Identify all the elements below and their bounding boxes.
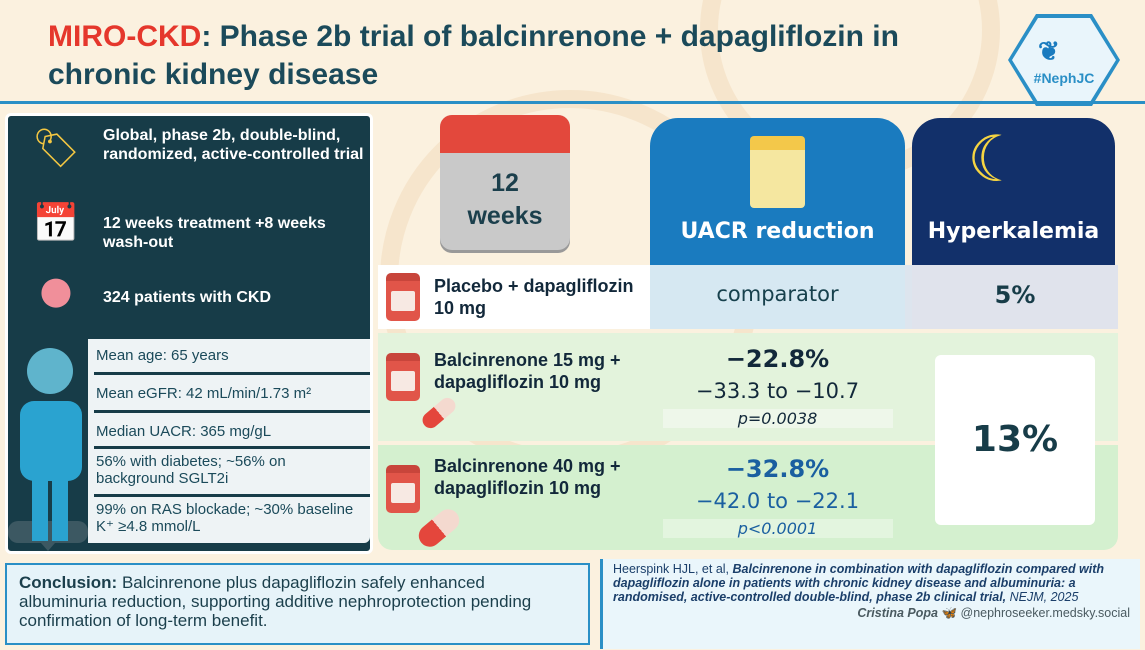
hyperkalemia-column-header: ☾ Hyperkalemia <box>912 118 1115 266</box>
p-value: p=0.0038 <box>662 409 893 428</box>
divider <box>94 410 370 413</box>
confidence-interval: −42.0 to −22.1 <box>695 489 860 513</box>
pill-icon <box>414 504 464 552</box>
social-handle[interactable]: @nephroseeker.medsky.social <box>960 606 1130 620</box>
author-name: Cristina Popa <box>857 606 938 620</box>
calendar-clock-icon: 📅 <box>32 201 80 245</box>
urine-cup-icon <box>750 136 805 208</box>
credit: Cristina Popa 🦋 @nephroseeker.medsky.soc… <box>613 606 1130 621</box>
baseline-item: 56% with diabetes; ~56% on background SG… <box>96 453 286 487</box>
citation-box: Heerspink HJL, et al, Balcinrenone in co… <box>600 559 1140 649</box>
kidney-icon: ❦ <box>1038 36 1060 66</box>
design-item: 12 weeks treatment +8 weeks wash-out <box>103 215 326 251</box>
uacr-value: −32.8% <box>725 455 830 483</box>
citation-authors: Heerspink HJL, et al, <box>613 562 733 576</box>
hyperkalemia-value: 13% <box>935 355 1095 525</box>
divider <box>94 446 370 449</box>
person-icon <box>8 348 88 551</box>
medicine-bottle-icon <box>386 273 420 321</box>
baseline-item: Median UACR: 365 mg/gL <box>96 423 272 440</box>
calendar-icon: 12 weeks <box>440 115 570 250</box>
logo-text: #NephJC <box>1033 70 1095 86</box>
baseline-item: 99% on RAS blockade; ~30% baseline K⁺ ≥4… <box>96 501 354 535</box>
conclusion-label: Conclusion: <box>19 573 118 592</box>
baseline-item: Mean age: 65 years <box>96 347 229 364</box>
trial-tag-icon: 🏷 <box>31 126 81 170</box>
arm-cell <box>378 265 650 329</box>
duration-number: 12 <box>491 169 519 197</box>
nephjc-logo: ❦ #NephJC <box>1008 14 1120 106</box>
arm-row-placebo: Placebo + dapagliflozin 10 mg comparator… <box>378 265 1118 329</box>
design-item: Global, phase 2b, double-blind, randomiz… <box>103 127 364 163</box>
citation-text: Heerspink HJL, et al, Balcinrenone in co… <box>613 562 1130 604</box>
column-label: Hyperkalemia <box>927 219 1100 244</box>
duration-unit: weeks <box>467 202 543 230</box>
design-item: 324 patients with CKD <box>103 289 272 306</box>
citation-journal: NEJM, 2025 <box>1006 590 1079 604</box>
conclusion-box: Conclusion: Balcinrenone plus dapagliflo… <box>5 563 590 645</box>
divider <box>94 372 370 375</box>
kidney-icon: ● <box>39 268 73 312</box>
medicine-bottle-icon <box>386 353 420 401</box>
title-text: : Phase 2b trial of balcinrenone + dapag… <box>48 20 899 91</box>
uacr-column-header: UACR reduction <box>650 118 905 266</box>
uacr-value: comparator <box>650 265 905 329</box>
trial-name: MIRO-CKD <box>48 20 202 53</box>
arm-name: Balcinrenone 15 mg + dapagliflozin 10 mg <box>434 350 621 392</box>
study-design-panel: 🏷 Global, phase 2b, double-blind, random… <box>5 113 373 554</box>
arm-name: Placebo + dapagliflozin 10 mg <box>434 276 634 318</box>
conclusion-text: Balcinrenone plus dapagliflozin safely e… <box>19 573 532 630</box>
baseline-characteristics: Mean age: 65 years Mean eGFR: 42 mL/min/… <box>88 339 370 543</box>
column-label: UACR reduction <box>680 219 875 244</box>
divider <box>94 494 370 497</box>
medicine-bottle-icon <box>386 465 420 513</box>
bluesky-butterfly-icon: 🦋 <box>941 606 958 620</box>
banana-icon: ☾ <box>967 123 1025 197</box>
uacr-value: −22.8% <box>725 345 830 373</box>
pill-icon <box>419 394 459 432</box>
p-value: p<0.0001 <box>662 519 893 538</box>
hyperkalemia-value: 5% <box>912 265 1118 329</box>
divider <box>0 101 1145 104</box>
confidence-interval: −33.3 to −10.7 <box>695 379 860 403</box>
page-title: MIRO-CKD: Phase 2b trial of balcinrenone… <box>48 18 948 94</box>
baseline-item: Mean eGFR: 42 mL/min/1.73 m² <box>96 385 312 402</box>
arm-name: Balcinrenone 40 mg + dapagliflozin 10 mg <box>434 456 621 498</box>
citation-title: Balcinrenone in combination with dapagli… <box>613 562 1105 604</box>
